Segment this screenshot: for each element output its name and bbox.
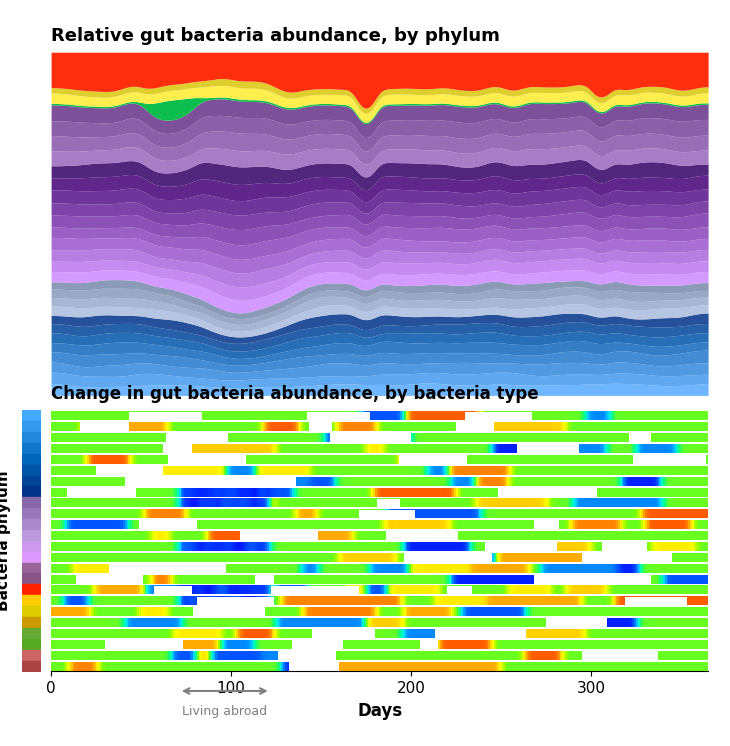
- X-axis label: Days: Days: [357, 702, 402, 720]
- Text: Living abroad: Living abroad: [182, 705, 267, 718]
- Text: Bacteria phylum: Bacteria phylum: [0, 471, 11, 611]
- Text: Relative gut bacteria abundance, by phylum: Relative gut bacteria abundance, by phyl…: [51, 27, 500, 45]
- Text: Change in gut bacteria abundance, by bacteria type: Change in gut bacteria abundance, by bac…: [51, 385, 539, 403]
